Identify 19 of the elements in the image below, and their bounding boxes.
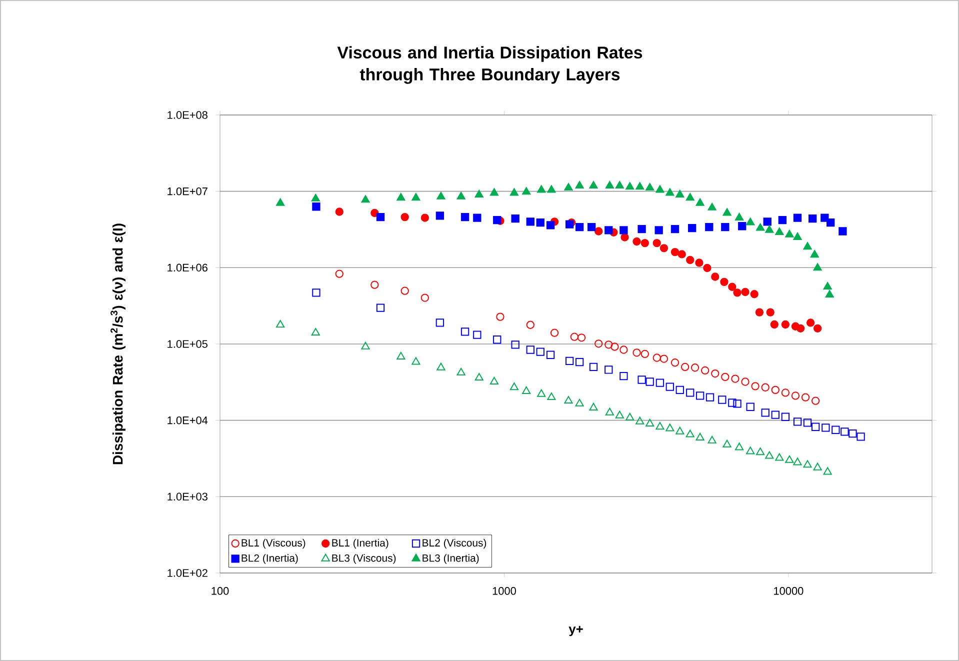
legend-label: BL3 (Viscous) xyxy=(332,554,396,564)
x-axis-title: y+ xyxy=(568,626,583,636)
y-tick-label: 1.0E+04 xyxy=(168,416,208,424)
legend-label: BL1 (Inertia) xyxy=(332,538,388,549)
y-tick-label: 1.0E+05 xyxy=(168,340,208,348)
x-tick-label: 10000 xyxy=(774,587,804,595)
y-tick-label: 1.0E+06 xyxy=(168,264,208,272)
legend-label: BL1 (Viscous) xyxy=(242,538,306,549)
legend-label: BL3 (Inertia) xyxy=(422,554,479,564)
x-tick-label: 100 xyxy=(212,587,229,595)
x-tick-label: 1000 xyxy=(492,587,516,595)
y-tick-label: 1.0E+02 xyxy=(168,569,208,577)
legend-label: BL2 (Inertia) xyxy=(242,554,298,564)
y-tick-label: 1.0E+08 xyxy=(168,111,208,119)
y-tick-label: 1.0E+07 xyxy=(168,187,208,196)
y-tick-label: 1.0E+03 xyxy=(168,492,208,501)
chart-title: Viscous and Inertia Dissipation Rates through Three Boundary Layers xyxy=(337,46,642,84)
y-axis-title: Dissipation Rate (m$^{2}$/s$^{3}$) ε(ν) and ε(Ι) xyxy=(110,224,126,464)
legend-label: BL2 (Viscous) xyxy=(422,538,486,549)
